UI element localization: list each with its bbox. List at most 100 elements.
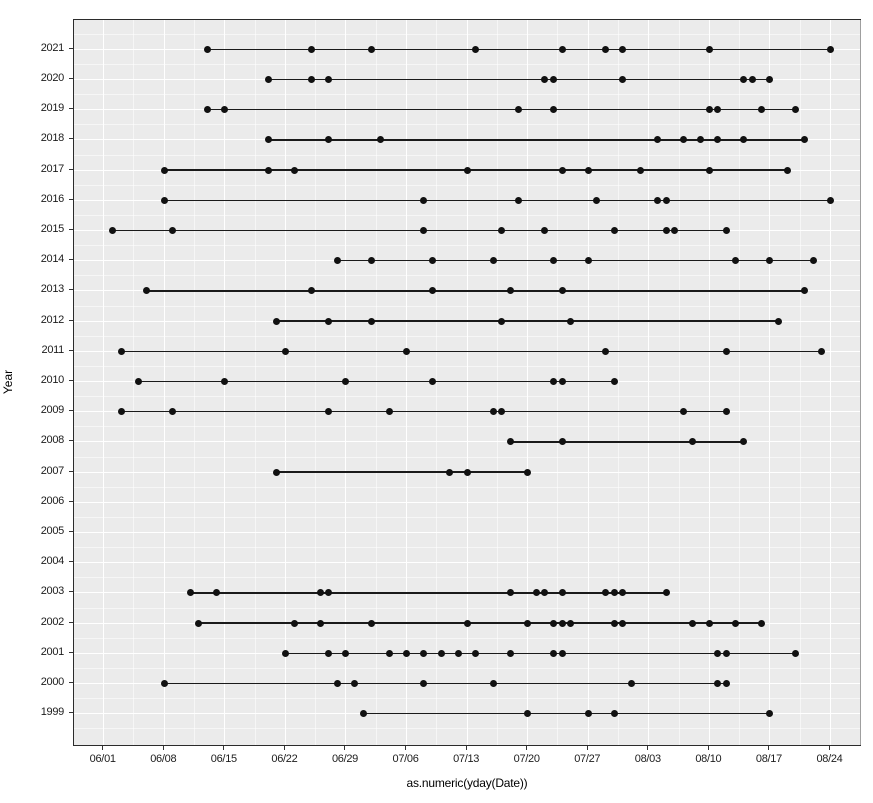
observation-dot [766,710,774,718]
observation-dot [498,317,506,325]
observation-dot [454,649,462,657]
observation-dot [264,166,272,174]
observation-dot [610,378,618,385]
x-tick-label: 08/10 [695,753,722,765]
observation-dot [749,76,757,83]
observation-dot [550,257,558,265]
observation-dot [558,438,566,446]
observation-dot [775,317,783,325]
observation-dot [506,649,514,657]
grid-minor-horizontal [74,426,860,428]
y-tick [69,440,73,442]
observation-dot [541,227,549,234]
x-tick [828,746,830,750]
observation-dot [342,378,350,385]
observation-dot [351,680,359,687]
observation-dot [273,317,281,325]
grid-minor-horizontal [74,667,860,669]
y-tick [69,470,73,472]
season-line [138,380,615,383]
x-tick-label: 08/17 [755,753,782,765]
observation-dot [801,287,808,295]
observation-dot [541,76,549,83]
observation-dot [558,287,566,295]
season-line [164,682,727,685]
x-tick [768,746,770,750]
observation-dot [584,710,592,718]
observation-dot [333,680,341,687]
observation-dot [809,257,817,265]
observation-dot [316,589,324,597]
observation-dot [420,227,428,234]
grid-major-vertical [466,20,468,745]
grid-major-horizontal [74,501,860,503]
observation-dot [498,227,506,234]
season-line [285,652,796,655]
observation-dot [506,438,514,446]
observation-dot [273,468,281,476]
grid-minor-horizontal [74,305,860,307]
grid-major-vertical [284,20,286,745]
plot-panel [73,19,862,746]
observation-dot [783,166,791,174]
observation-dot [506,589,514,597]
observation-dot [723,680,731,687]
y-tick-label: 2015 [40,223,65,235]
x-tick-label: 06/01 [89,753,116,765]
season-line [164,169,788,171]
y-tick-label: 2011 [41,343,65,356]
observation-dot [558,649,566,657]
observation-dot [463,619,471,627]
observation-dot [264,76,272,83]
grid-minor-horizontal [74,245,860,247]
grid-minor-horizontal [74,124,860,126]
x-tick-label: 06/29 [331,753,358,765]
observation-dot [723,649,731,657]
grid-minor-horizontal [74,275,860,277]
grid-minor-horizontal [74,456,860,458]
observation-dot [610,227,618,234]
observation-dot [558,166,566,174]
y-tick-label: 2017 [40,162,65,175]
observation-dot [550,106,558,114]
x-tick-label: 07/20 [513,753,540,765]
y-tick [69,621,73,623]
observation-dot [472,649,480,657]
observation-dot [117,347,125,355]
grid-minor-horizontal [74,63,860,65]
observation-dot [697,136,705,144]
observation-dot [515,106,523,114]
grid-minor-horizontal [74,94,860,96]
observation-dot [195,619,203,627]
observation-dot [602,589,610,597]
observation-dot [705,106,713,114]
observation-dot [204,45,212,53]
grid-minor-horizontal [74,516,860,518]
x-tick-label: 06/22 [271,753,298,765]
observation-dot [714,106,722,114]
y-tick [69,682,73,683]
observation-dot [368,619,376,627]
observation-dot [826,45,834,53]
observation-dot [705,619,713,627]
observation-dot [307,45,315,53]
season-line [337,259,814,262]
observation-dot [515,196,523,204]
grid-minor-vertical [860,20,862,745]
observation-dot [550,378,558,385]
observation-dot [688,438,696,446]
season-line [268,78,770,81]
x-tick-label: 07/06 [392,753,419,765]
grid-minor-vertical [799,20,801,745]
observation-dot [489,680,497,687]
y-tick-label: 2020 [40,72,65,84]
observation-dot [558,589,566,597]
grid-major-vertical [587,20,589,745]
y-tick-label: 2008 [40,434,65,447]
y-tick-label: 2012 [40,313,65,326]
season-line [276,471,528,473]
x-tick [465,746,467,750]
observation-dot [316,619,324,627]
season-line [164,199,831,202]
